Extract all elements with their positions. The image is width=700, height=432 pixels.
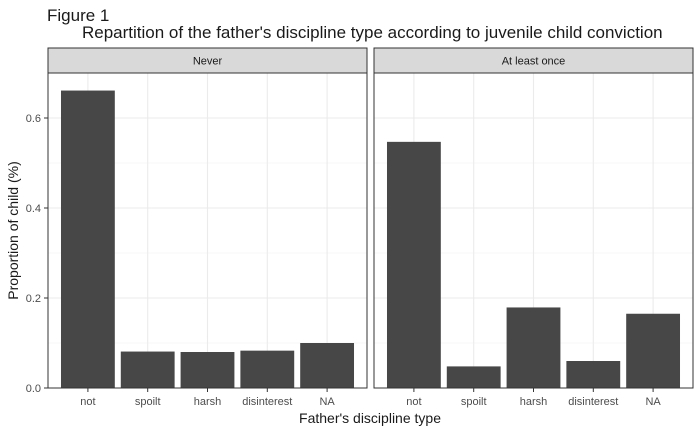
figure-label: Figure 1 — [47, 6, 110, 25]
facet-strip-label: At least once — [502, 56, 566, 68]
bar — [626, 313, 681, 388]
y-tick-label: 0.0 — [26, 383, 41, 395]
bar — [446, 366, 501, 388]
bar — [506, 307, 561, 388]
x-tick-label: NA — [645, 396, 661, 408]
x-axis-title: Father's discipline type — [299, 410, 441, 426]
bar — [386, 141, 441, 388]
x-tick-label: not — [406, 396, 421, 408]
y-tick-label: 0.6 — [26, 113, 41, 125]
bar — [240, 350, 295, 388]
x-tick-label: spoilt — [135, 396, 161, 408]
bar — [180, 352, 235, 388]
bar — [300, 343, 355, 388]
bar — [566, 361, 621, 388]
x-tick-label: not — [80, 396, 95, 408]
y-tick-label: 0.4 — [26, 203, 41, 215]
x-tick-label: harsh — [520, 396, 548, 408]
bar — [60, 90, 115, 389]
x-tick-label: harsh — [194, 396, 222, 408]
figure-title: Repartition of the father's discipline t… — [82, 23, 663, 42]
y-tick-label: 0.2 — [26, 293, 41, 305]
x-tick-label: NA — [319, 396, 335, 408]
facet-strip-label: Never — [193, 56, 223, 68]
x-tick-label: disinterest — [568, 396, 618, 408]
x-tick-label: disinterest — [242, 396, 292, 408]
facet-strip — [373, 47, 694, 74]
facet-strip — [47, 47, 368, 74]
bar — [120, 351, 175, 388]
x-tick-label: spoilt — [461, 396, 487, 408]
y-axis-title: Proportion of child (%) — [5, 161, 21, 300]
